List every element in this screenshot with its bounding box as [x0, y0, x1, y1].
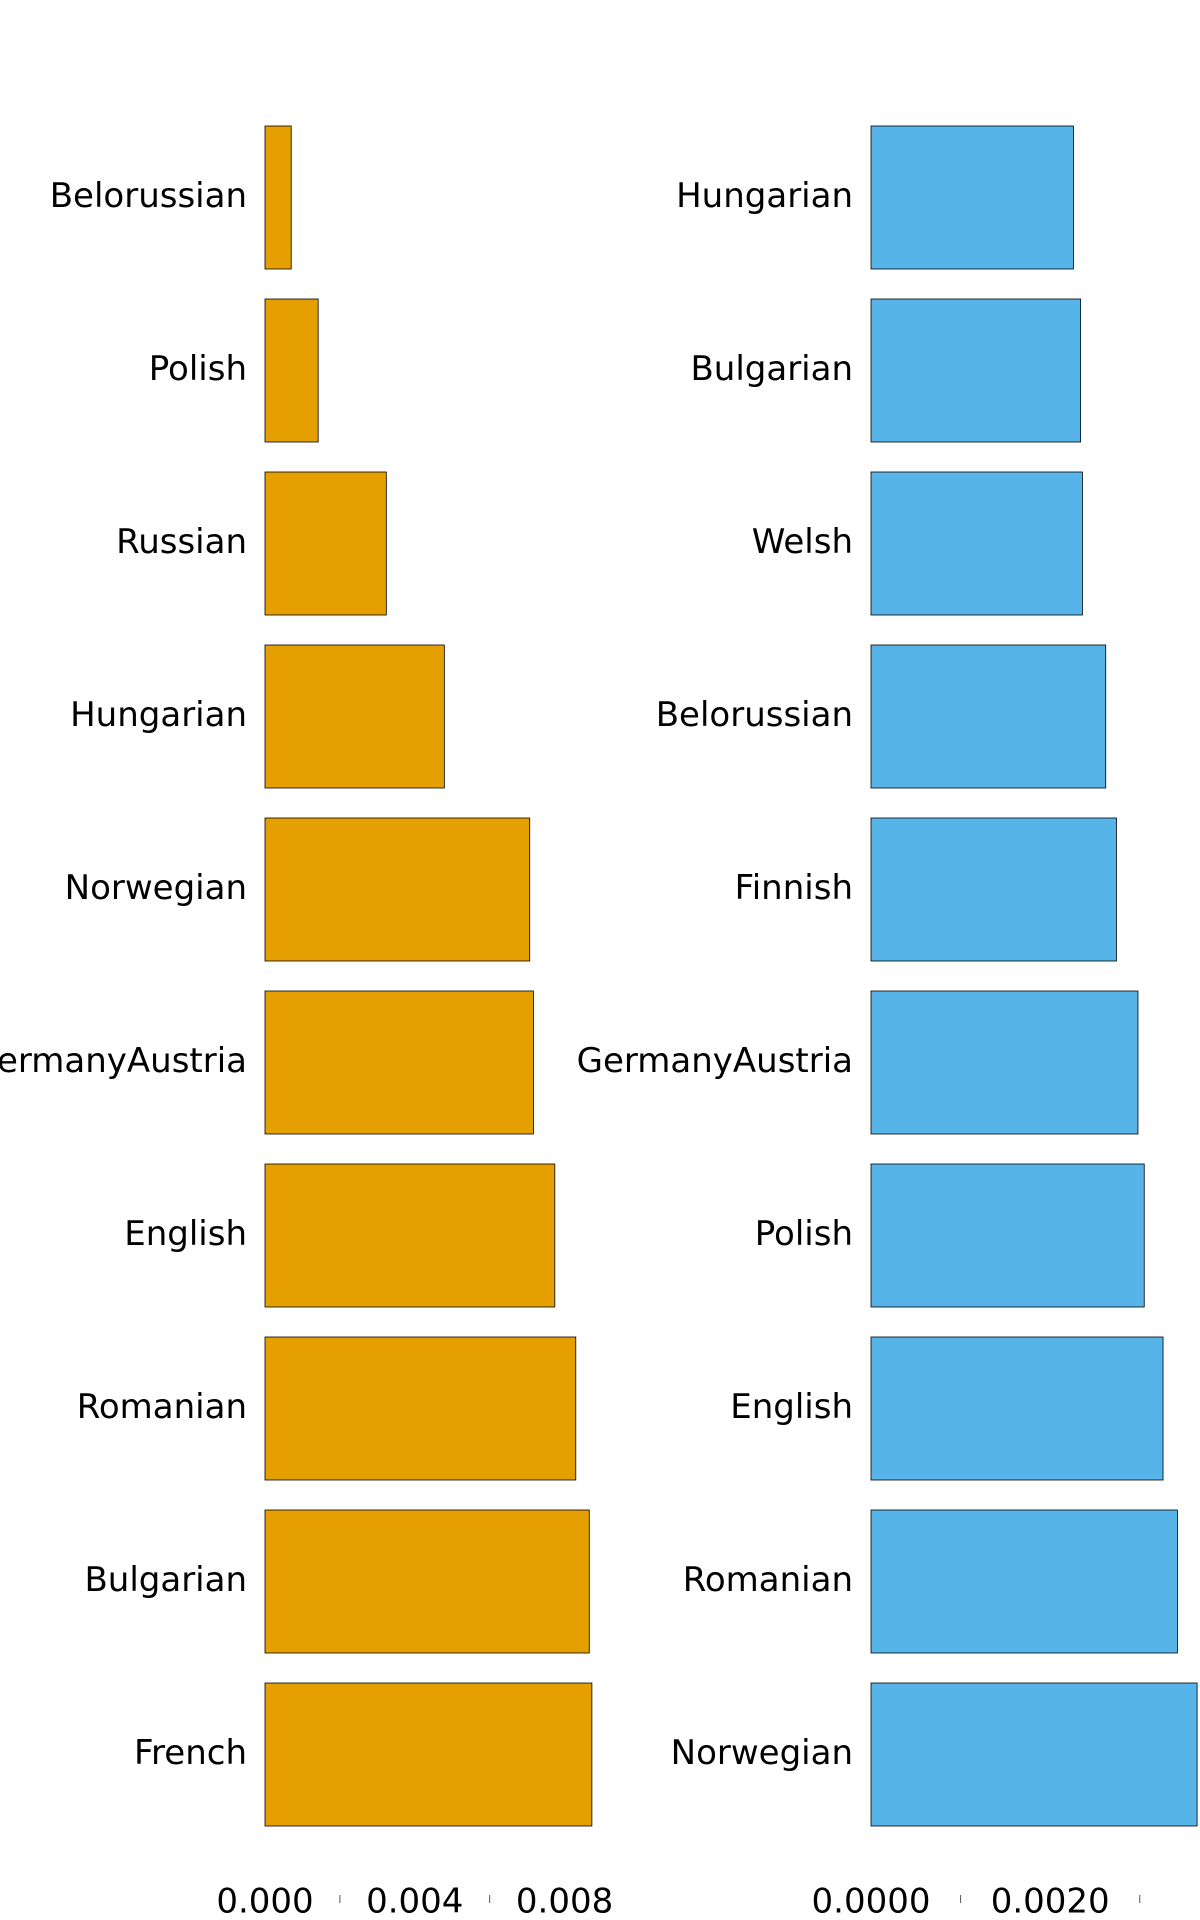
y-tick-label: Hungarian	[676, 176, 853, 216]
y-tick-label: Russian	[116, 522, 247, 562]
bar	[264, 990, 534, 1135]
y-tick-label: Finnish	[735, 868, 853, 908]
bar	[870, 644, 1107, 789]
y-tick-label: Belorussian	[656, 695, 853, 735]
bar	[264, 1163, 556, 1308]
bar	[870, 1509, 1178, 1654]
y-tick-label: Hungarian	[70, 695, 247, 735]
y-tick-label: Norwegian	[671, 1733, 853, 1773]
x-tick-label: 0.0020	[991, 1882, 1110, 1920]
y-tick-label: Polish	[149, 349, 247, 389]
y-tick-label: Bulgarian	[690, 349, 853, 389]
y-tick-label: Romanian	[683, 1560, 853, 1600]
y-tick-label: Norwegian	[65, 868, 247, 908]
bar	[264, 817, 531, 962]
bar	[870, 471, 1083, 616]
y-tick-label: English	[730, 1387, 853, 1427]
bar	[870, 125, 1074, 270]
bar	[264, 1682, 593, 1827]
y-tick-label: English	[124, 1214, 247, 1254]
y-tick-label: GermanyAustria	[0, 1041, 247, 1081]
y-tick-label: French	[134, 1733, 247, 1773]
y-tick-label: Welsh	[752, 522, 853, 562]
x-tick-label: 0.004	[366, 1882, 463, 1920]
bar	[264, 125, 292, 270]
bar	[264, 1336, 577, 1481]
bar	[870, 990, 1139, 1135]
x-tick-label: 0.0000	[812, 1882, 931, 1920]
y-tick-label: Polish	[755, 1214, 853, 1254]
x-tick-label: 0.008	[516, 1882, 613, 1920]
bar	[870, 1682, 1198, 1827]
bar	[870, 817, 1117, 962]
bar	[264, 471, 387, 616]
y-tick-label: Bulgarian	[84, 1560, 247, 1600]
bar	[264, 1509, 590, 1654]
x-tick-label: 0.000	[216, 1882, 313, 1920]
bar	[264, 298, 319, 443]
y-tick-label: Belorussian	[50, 176, 247, 216]
bar	[870, 298, 1082, 443]
bar	[870, 1163, 1145, 1308]
y-tick-label: GermanyAustria	[577, 1041, 853, 1081]
bar	[264, 644, 445, 789]
y-tick-label: Romanian	[77, 1387, 247, 1427]
bar	[870, 1336, 1164, 1481]
